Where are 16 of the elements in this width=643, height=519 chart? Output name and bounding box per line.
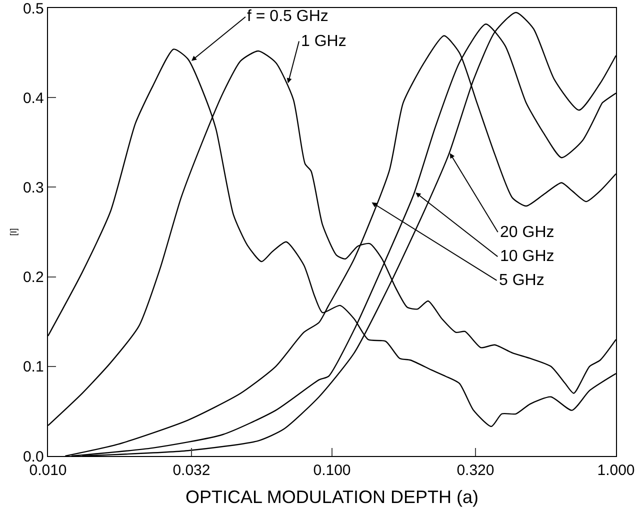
x-axis-title: OPTICAL MODULATION DEPTH (a) [185,487,479,508]
x-tick-label: 0.032 [172,462,210,480]
y-tick-label: 0.1 [22,358,44,376]
x-tick-label: 0.100 [313,462,351,480]
y-tick-label: 0.2 [22,269,44,286]
x-tick-label: 0.320 [456,462,494,480]
y-axis-title: [I] [8,228,18,236]
annotation: 1 GHz [301,33,346,50]
y-tick-label: 0.5 [22,0,44,18]
annotation: f = 0.5 GHz [247,8,328,25]
y-tick-label: 0.3 [22,179,44,196]
y-tick-label: 0.4 [22,90,44,107]
annotation: 10 GHz [500,248,554,265]
annotation: 5 GHz [499,272,544,289]
x-tick-label: 1.000 [597,462,635,480]
annotation: 20 GHz [500,224,554,241]
